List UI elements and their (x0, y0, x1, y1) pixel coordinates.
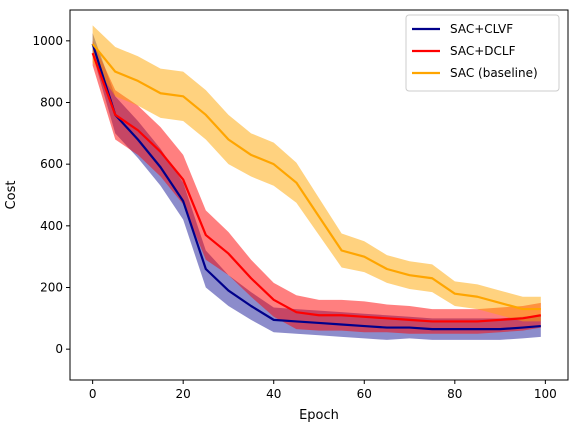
x-tick-label: 100 (534, 387, 557, 401)
y-tick-label: 0 (55, 342, 63, 356)
x-tick-label: 40 (266, 387, 281, 401)
sac-baseline-band (92, 25, 541, 322)
legend-label: SAC (baseline) (450, 66, 538, 80)
legend-label: SAC+DCLF (450, 44, 516, 58)
x-axis-label: Epoch (299, 408, 339, 423)
x-axis-ticks: 0 20 40 60 80 100 (89, 380, 557, 401)
legend-label: SAC+CLVF (450, 22, 513, 36)
sac-dclf-band (92, 40, 541, 334)
sac-baseline-line (91, 43, 541, 311)
legend-box (405, 14, 560, 92)
y-tick-label: 400 (40, 219, 63, 233)
x-tick-label: 0 (89, 387, 97, 401)
y-tick-label: 600 (40, 157, 63, 171)
series-lines (91, 43, 542, 331)
y-axis-ticks: 0 200 400 600 800 1000 (32, 34, 70, 356)
legend: SAC+CLVF SAC+DCLF SAC (baseline) (405, 14, 560, 92)
y-tick-label: 200 (40, 281, 63, 295)
plot-frame (69, 9, 569, 381)
y-tick-label: 1000 (32, 34, 63, 48)
sac-dclf-line (91, 52, 542, 323)
x-tick-label: 80 (447, 387, 462, 401)
y-tick-label: 800 (40, 96, 63, 110)
x-tick-label: 20 (176, 387, 191, 401)
x-tick-label: 60 (357, 387, 372, 401)
y-axis-label: Cost (4, 181, 19, 210)
sac-clvf-line (91, 43, 541, 331)
